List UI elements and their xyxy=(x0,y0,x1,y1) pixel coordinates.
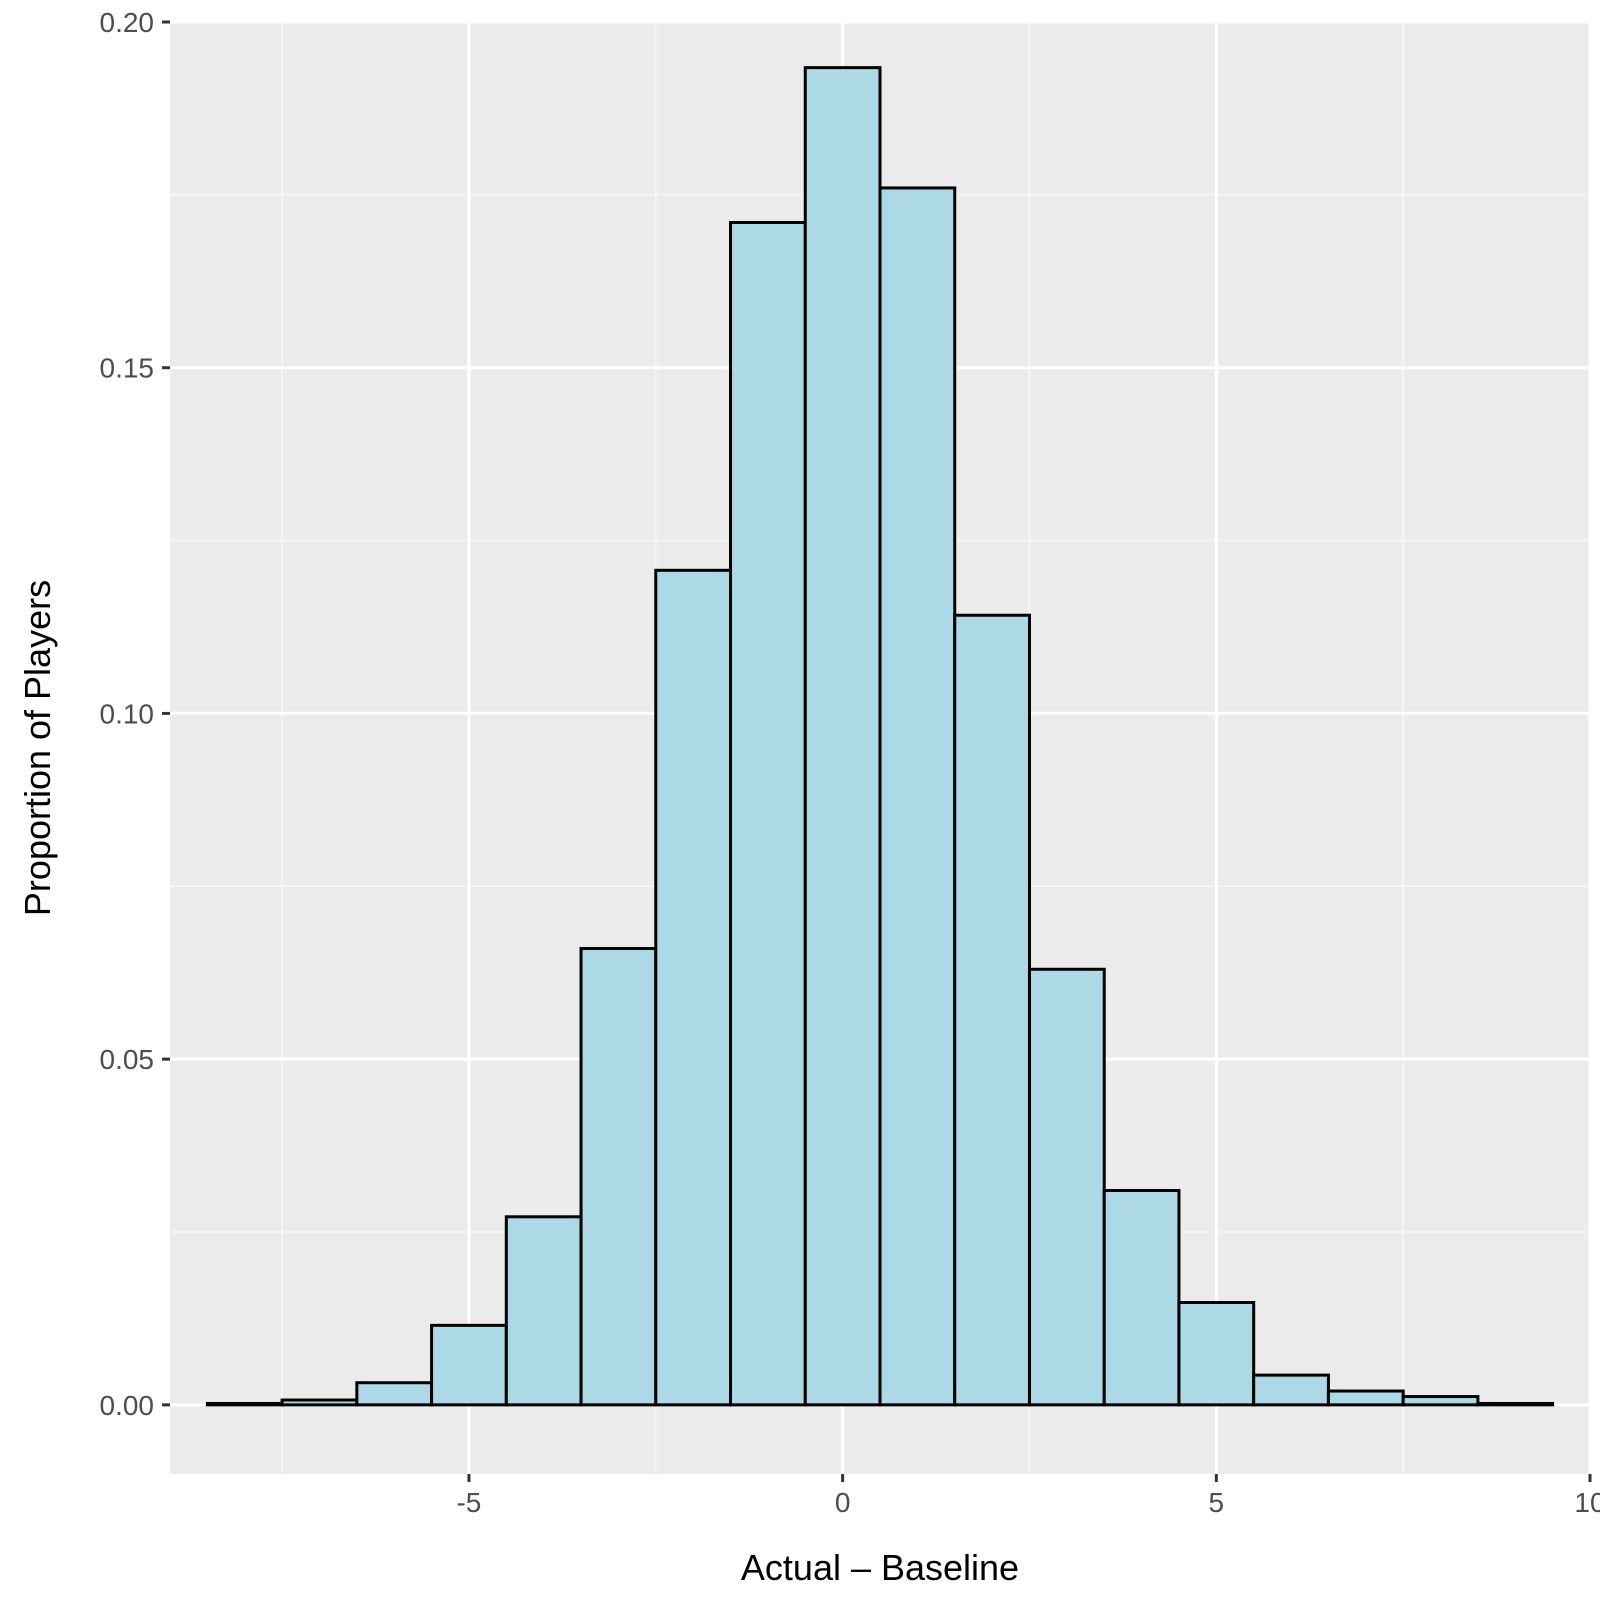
y-tick-label: 0.00 xyxy=(100,1390,155,1421)
x-tick-label: 0 xyxy=(835,1487,851,1518)
histogram-bar xyxy=(953,613,1031,1407)
histogram-bar xyxy=(654,568,733,1407)
histogram-bar xyxy=(1476,1401,1555,1407)
histogram-bar xyxy=(1027,967,1106,1407)
x-tick-label: 10 xyxy=(1574,1487,1600,1518)
y-axis-title: Proportion of Players xyxy=(17,580,58,916)
histogram-bar xyxy=(205,1401,284,1407)
histogram-bar xyxy=(803,66,882,1407)
histogram-bar xyxy=(1102,1189,1181,1407)
histogram-bar xyxy=(729,221,807,1407)
y-tick-label: 0.10 xyxy=(100,698,155,729)
y-tick-label: 0.15 xyxy=(100,353,155,384)
histogram-bar xyxy=(355,1381,434,1407)
histogram-bar xyxy=(1252,1373,1330,1407)
y-tick-label: 0.05 xyxy=(100,1044,155,1075)
x-tick-label: 5 xyxy=(1209,1487,1225,1518)
y-tick-label: 0.20 xyxy=(100,7,155,38)
histogram-bar xyxy=(1177,1301,1256,1407)
x-axis: -5 0 5 10 xyxy=(456,1474,1600,1518)
histogram-bar xyxy=(504,1215,583,1407)
x-axis-title: Actual – Baseline xyxy=(741,1547,1019,1588)
histogram-bar xyxy=(878,186,957,1407)
y-axis: 0.00 0.05 0.10 0.15 0.20 xyxy=(100,7,170,1421)
histogram-bar xyxy=(579,947,658,1407)
histogram-bar xyxy=(1401,1395,1480,1407)
histogram-bar xyxy=(280,1398,359,1407)
x-tick-label: -5 xyxy=(456,1487,481,1518)
histogram-bar xyxy=(1326,1389,1405,1407)
bars xyxy=(205,66,1555,1407)
histogram-bar xyxy=(430,1323,508,1407)
